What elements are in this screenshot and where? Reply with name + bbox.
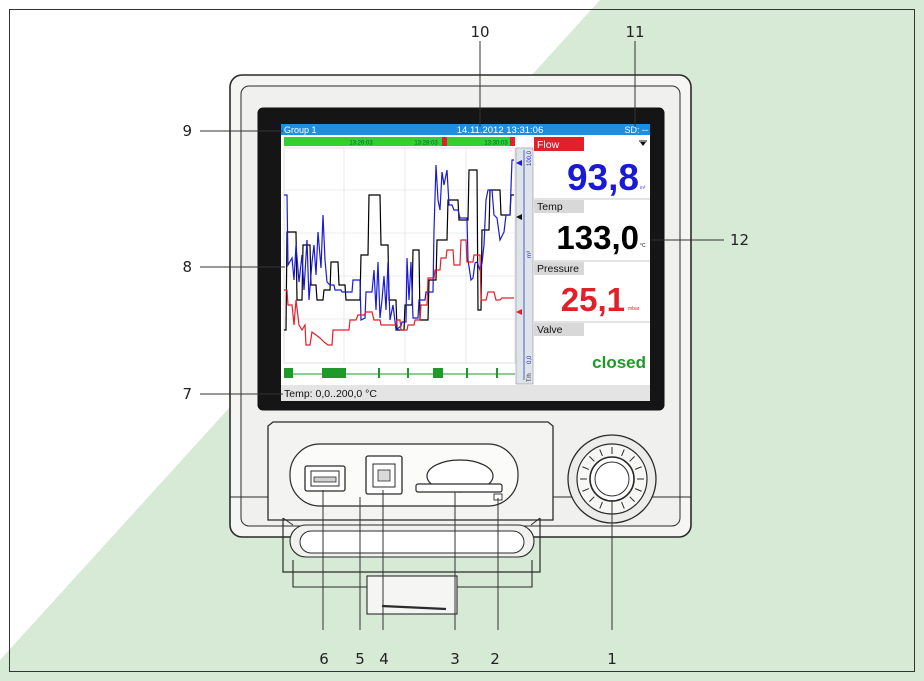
value-panel: Flow 93,8 m³ Temp 133,0 °C Pressure 25,1…: [534, 137, 650, 384]
knob-ridge: [582, 466, 590, 470]
callout-number: 11: [625, 23, 644, 41]
temp-pointer-icon: [516, 214, 522, 220]
scale-bar: 100,0 m³ 0,0 T/h: [515, 147, 534, 385]
timeline-bar: [284, 137, 514, 146]
sd-card-slot-icon: [415, 459, 503, 501]
pressure-channel-value: 25,1: [561, 281, 625, 318]
usb-b-port-icon: [365, 455, 403, 495]
callout-number: 7: [182, 385, 192, 403]
flap-hinge: [282, 517, 294, 526]
usb-a-port-tongue: [313, 476, 337, 483]
pressure-trend-line: [284, 239, 514, 346]
knob-ridge: [599, 501, 603, 509]
valve-segment: [407, 368, 409, 378]
callout-number: 5: [355, 650, 365, 668]
scale-bottom-label: 0,0: [527, 355, 533, 364]
flow-trend-line: [284, 159, 514, 332]
knob-ridge: [621, 449, 625, 457]
temp-trend-line: [284, 169, 514, 331]
knob-ridge: [582, 488, 590, 492]
flap-grip-slot: [381, 604, 447, 611]
port-cover-flap: [282, 517, 541, 615]
callout-number: 1: [607, 650, 617, 668]
pressure-channel-tab: [534, 262, 584, 275]
valve-segment: [322, 368, 346, 378]
valve-segment: [466, 368, 468, 378]
callout-number: 12: [730, 231, 749, 249]
flow-pointer-icon: [516, 160, 522, 166]
timeline-label: 13:28:03: [414, 141, 438, 147]
scroll-up-icon: [640, 142, 646, 146]
knob-ridge: [621, 501, 625, 509]
flow-channel-value: 93,8: [567, 157, 639, 198]
knob-ridge: [599, 449, 603, 457]
scale-unit-label: m³: [527, 251, 533, 258]
status-line-bar: [281, 385, 650, 401]
callout-number: 9: [182, 122, 192, 140]
page-frame: [9, 9, 915, 672]
flap-hinge: [530, 517, 541, 526]
valve-channel-value: closed: [592, 353, 646, 372]
valve-segment: [378, 368, 380, 378]
callout-numbers: 1 2 3 4 5 6 7 8 9 10 11 12: [182, 23, 749, 668]
scale-mode-label: T/h: [527, 373, 533, 382]
callout-number: 6: [319, 650, 329, 668]
pressure-channel-unit: mbar: [628, 306, 640, 312]
flap-outline: [282, 518, 541, 573]
knob-cap: [589, 456, 635, 502]
display-screen: Group 1 14.11.2012 13:31:06 SD: -- 13:26…: [281, 124, 650, 401]
flap-rim-inner: [299, 530, 525, 554]
valve-channel-tab: [534, 323, 584, 336]
knob-ridge: [589, 456, 595, 462]
navigator-knob-icon: [567, 434, 657, 524]
datetime-label: 14.11.2012 13:31:06: [457, 125, 543, 136]
front-panel: [267, 421, 554, 615]
pressure-pointer-icon: [516, 309, 522, 315]
flow-channel-tab: [534, 137, 584, 151]
status-line: Temp: 0,0..200,0 °C: [284, 388, 377, 400]
usb-a-port-icon: [304, 465, 346, 492]
flow-channel-name: Flow: [537, 139, 560, 151]
callout-number: 3: [450, 650, 460, 668]
sd-card-slot: [415, 483, 503, 493]
temp-channel-unit: °C: [640, 243, 646, 249]
timeline-label: 13:30:03: [484, 141, 508, 147]
flow-channel-unit: m³: [640, 185, 646, 190]
pressure-channel-name: Pressure: [537, 263, 579, 275]
valve-segment: [284, 368, 293, 378]
sd-status: SD: --: [625, 125, 649, 135]
scale-top-label: 100,0: [527, 150, 533, 166]
header-bar: [281, 124, 650, 135]
valve-channel-name: Valve: [537, 324, 563, 336]
temp-channel-name: Temp: [537, 201, 563, 213]
temp-channel-value: 133,0: [556, 219, 639, 256]
usb-b-port-core: [377, 469, 391, 482]
knob-ridge: [629, 456, 635, 462]
temp-channel-tab: [534, 200, 584, 213]
knob-ridge: [634, 466, 642, 470]
valve-segment: [496, 368, 498, 378]
timeline-marker: [510, 137, 515, 146]
timeline-label: 13:26:03: [349, 141, 373, 147]
knob-ridge: [589, 496, 595, 502]
knob-cap-inner: [594, 461, 630, 497]
callout-number: 2: [490, 650, 500, 668]
knob-ridges: [580, 447, 644, 511]
knob-ridge: [634, 488, 642, 492]
callout-number: 4: [379, 650, 389, 668]
valve-segment: [433, 368, 443, 378]
callout-number: 10: [470, 23, 489, 41]
trend-area: [283, 147, 516, 378]
leader-lines: [200, 41, 724, 630]
flap-lower-edge: [292, 560, 533, 588]
callout-number: 8: [182, 258, 192, 276]
value-panel-background: [534, 137, 650, 384]
group-label: Group 1: [284, 125, 317, 135]
timeline-marker: [442, 137, 447, 146]
knob-ridge: [629, 496, 635, 502]
